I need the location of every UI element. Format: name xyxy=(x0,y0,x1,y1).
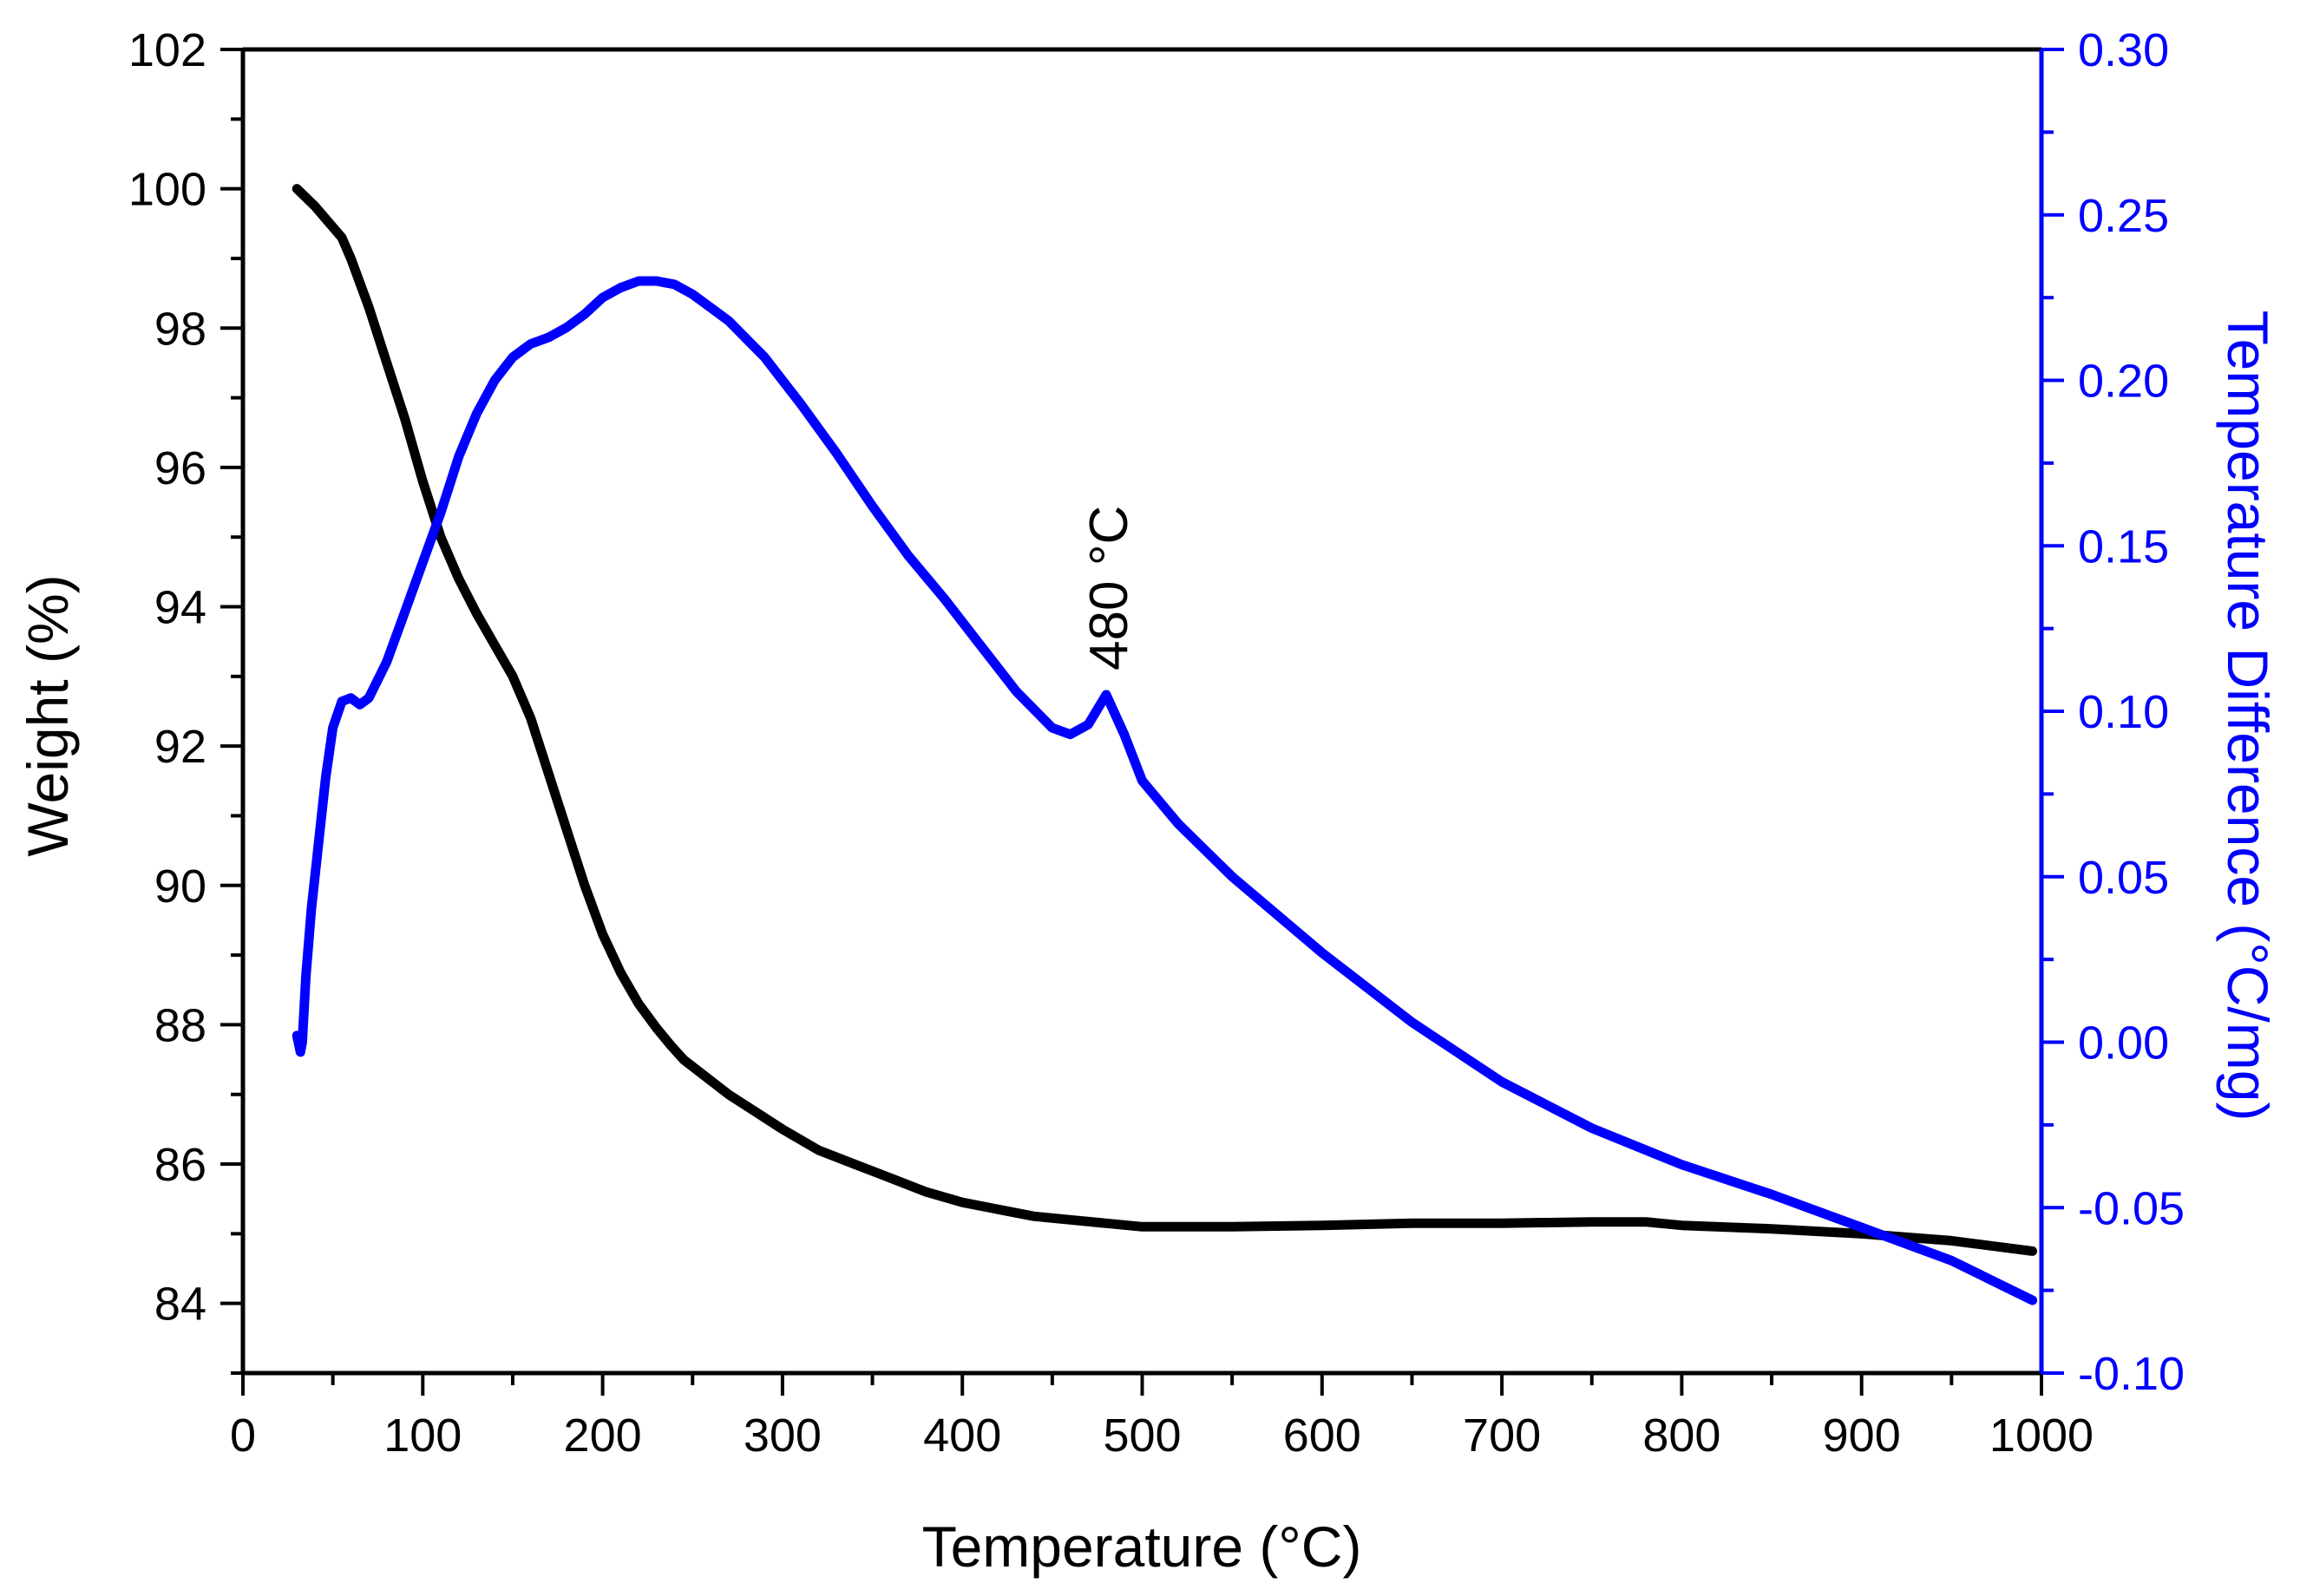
y-left-tick-label: 84 xyxy=(154,1279,206,1331)
y-right-tick-label: 0.30 xyxy=(2078,24,2169,76)
y-right-tick-label: 0.15 xyxy=(2078,520,2169,572)
y-right-tick-label: -0.05 xyxy=(2078,1182,2185,1234)
x-tick-label: 300 xyxy=(744,1410,822,1462)
series-layer xyxy=(292,184,2038,1305)
weight-curve xyxy=(292,184,2038,1256)
y-right-axis-title: Temperature Difference (°C/mg) xyxy=(2216,311,2280,1122)
y-left-axis-title: Weight (%) xyxy=(16,574,80,856)
x-tick-label: 800 xyxy=(1642,1410,1720,1462)
y-left-axis: 84 86 88 90 92 94 96 98 100 102 xyxy=(128,24,243,1375)
x-tick-label: 100 xyxy=(383,1410,462,1462)
plot-frame xyxy=(240,47,2044,1376)
y-left-tick-label: 90 xyxy=(154,860,206,912)
y-right-tick-label: -0.10 xyxy=(2078,1348,2185,1400)
x-tick-label: 0 xyxy=(230,1410,256,1462)
peak-annotation: 480 °C xyxy=(1079,506,1139,670)
y-left-tick-label: 86 xyxy=(154,1139,206,1191)
y-right-tick-label: 0.00 xyxy=(2078,1017,2169,1069)
y-left-tick-label: 100 xyxy=(128,164,206,216)
x-tick-label: 1000 xyxy=(1989,1410,2094,1462)
y-right-tick-label: 0.25 xyxy=(2078,190,2169,242)
x-tick-label: 900 xyxy=(1823,1410,1901,1462)
y-right-tick-label: 0.05 xyxy=(2078,852,2169,904)
y-right-tick-label: 0.20 xyxy=(2078,356,2169,408)
y-left-tick-label: 94 xyxy=(154,582,206,634)
y-left-tick-label: 92 xyxy=(154,721,206,773)
y-right-axis: -0.10 -0.05 0.00 0.05 0.10 0.15 0.20 0.25 0.30 xyxy=(2041,24,2185,1400)
y-left-tick-label: 102 xyxy=(128,24,206,76)
y-left-tick-label: 88 xyxy=(154,999,206,1051)
x-axis-title: Temperature (°C) xyxy=(922,1514,1362,1579)
annotation-layer: 480 °C xyxy=(1079,506,1139,670)
x-axis: 0 100 200 300 400 500 600 700 800 900 1000 xyxy=(230,1373,2094,1462)
y-left-tick-label: 98 xyxy=(154,303,206,355)
x-tick-label: 500 xyxy=(1103,1410,1181,1462)
x-tick-label: 600 xyxy=(1283,1410,1361,1462)
x-tick-label: 200 xyxy=(564,1410,642,1462)
y-right-tick-label: 0.10 xyxy=(2078,686,2169,738)
y-left-tick-label: 96 xyxy=(154,442,206,494)
x-tick-label: 700 xyxy=(1463,1410,1541,1462)
x-tick-label: 400 xyxy=(923,1410,1001,1462)
temperature-difference-curve xyxy=(292,276,2038,1305)
